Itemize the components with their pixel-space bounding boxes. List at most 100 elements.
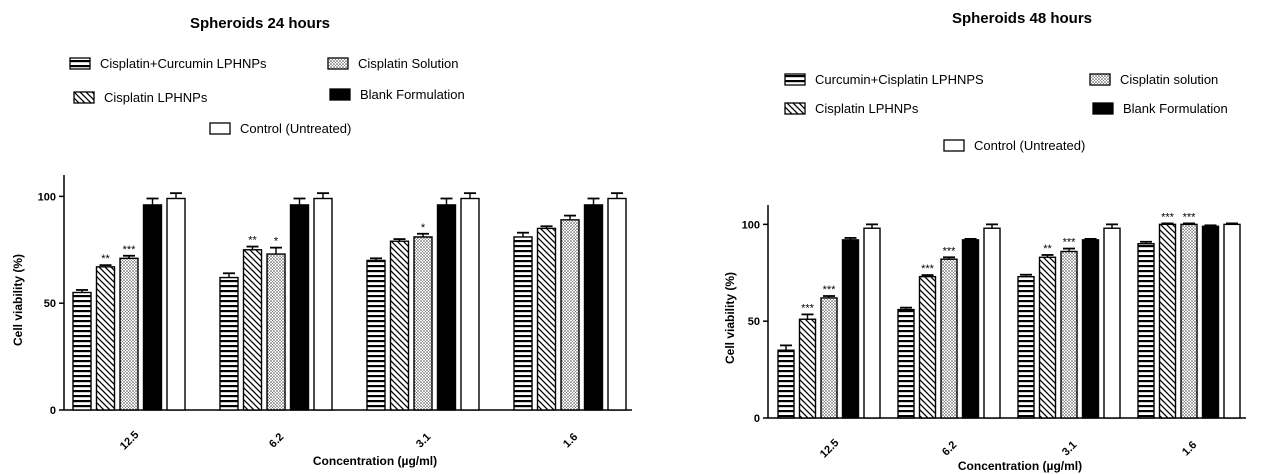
bar	[95, 266, 116, 411]
significance-label: **	[248, 235, 257, 247]
x-tick-label: 1.6	[1180, 439, 1199, 458]
legend-item: Control (Untreated)	[943, 138, 1085, 153]
bar	[219, 276, 239, 411]
bar	[366, 259, 386, 411]
legend-item: Control (Untreated)	[209, 121, 351, 136]
legend-item: Cisplatin solution	[1089, 72, 1218, 87]
bar	[513, 236, 533, 411]
chart-48h: Spheroids 48 hours Curcumin+Cisplatin LP…	[723, 10, 1246, 473]
bar	[1081, 239, 1100, 419]
bar	[777, 349, 795, 419]
legend-item: Blank Formulation	[329, 87, 465, 102]
bar	[961, 239, 980, 419]
legend-swatch	[209, 122, 231, 135]
legend-swatch	[73, 91, 95, 104]
legend-label: Control (Untreated)	[240, 121, 351, 136]
bar	[1060, 250, 1078, 419]
legend-label: Cisplatin LPHNPs	[815, 101, 919, 116]
legend-swatch	[784, 102, 806, 115]
significance-label: ***	[823, 284, 837, 296]
bar	[413, 236, 433, 411]
bar	[940, 258, 958, 419]
bar	[536, 227, 557, 411]
legend-label: Blank Formulation	[1123, 101, 1228, 116]
bar	[1223, 223, 1241, 419]
significance-label: *	[274, 236, 279, 248]
bar	[1137, 243, 1155, 419]
bar	[863, 227, 881, 419]
bar	[607, 197, 627, 411]
legend-item: Cisplatin LPHNPs	[784, 101, 919, 116]
legend-item: Cisplatin Solution	[327, 56, 458, 71]
y-tick-label: 50	[748, 316, 760, 328]
legend: Cisplatin+Curcumin LPHNPs Cisplatin Solu…	[69, 56, 465, 136]
bar	[798, 318, 817, 419]
bar	[289, 204, 310, 411]
bar	[983, 227, 1001, 419]
significance-label: ***	[801, 302, 815, 314]
x-tick-label: 6.2	[267, 431, 286, 450]
legend-label: Blank Formulation	[360, 87, 465, 102]
bar	[1017, 275, 1035, 419]
y-tick-label: 0	[754, 413, 760, 425]
significance-label: ***	[943, 245, 957, 257]
legend-label: Cisplatin+Curcumin LPHNPs	[100, 56, 267, 71]
bar	[460, 197, 480, 411]
y-tick-label: 100	[38, 191, 56, 203]
legend-swatch	[784, 73, 806, 86]
bar	[841, 239, 860, 419]
x-tick-label: 3.1	[414, 431, 433, 450]
legend-item: Cisplatin+Curcumin LPHNPs	[69, 56, 267, 71]
significance-label: ***	[1063, 237, 1077, 249]
legend-item: Blank Formulation	[1092, 101, 1228, 116]
bar	[142, 204, 163, 411]
y-axis-label: Cell viability (%)	[11, 254, 25, 346]
bar	[72, 291, 92, 411]
x-tick-label: 6.2	[940, 439, 959, 458]
legend-swatch	[69, 57, 91, 70]
bar	[1201, 225, 1220, 419]
legend-item: Cisplatin LPHNPs	[73, 90, 208, 105]
legend-swatch	[1089, 73, 1111, 86]
chart-title: Spheroids 48 hours	[952, 10, 1092, 27]
chart-24h: Spheroids 24 hours Cisplatin+Curcumin LP…	[11, 15, 632, 468]
legend-label: Control (Untreated)	[974, 138, 1085, 153]
y-tick-label: 100	[742, 219, 760, 231]
legend: Curcumin+Cisplatin LPHNPS Cisplatin solu…	[784, 72, 1228, 153]
chart-title: Spheroids 24 hours	[190, 15, 330, 32]
bar	[560, 219, 580, 411]
significance-label: **	[101, 253, 110, 265]
y-tick-label: 0	[50, 405, 56, 417]
significance-label: **	[1043, 243, 1052, 255]
legend-label: Curcumin+Cisplatin LPHNPS	[815, 72, 984, 87]
y-tick-label: 50	[44, 298, 56, 310]
legend-swatch	[943, 139, 965, 152]
significance-label: ***	[123, 244, 137, 256]
bar	[1158, 223, 1177, 419]
bar	[1038, 256, 1057, 419]
bar	[389, 240, 410, 411]
x-axis-label: Concentration (µg/ml)	[958, 459, 1082, 473]
bar	[119, 257, 139, 411]
legend-swatch	[1092, 102, 1114, 115]
significance-label: ***	[1161, 211, 1175, 223]
x-tick-label: 12.5	[818, 437, 842, 461]
bar	[436, 204, 457, 411]
legend-label: Cisplatin solution	[1120, 72, 1218, 87]
legend-label: Cisplatin LPHNPs	[104, 90, 208, 105]
legend-label: Cisplatin Solution	[358, 56, 458, 71]
bar	[266, 253, 286, 411]
bar	[583, 204, 604, 411]
x-tick-label: 12.5	[118, 429, 142, 453]
significance-label: ***	[1183, 211, 1197, 223]
y-axis-label: Cell viability (%)	[723, 272, 737, 364]
x-tick-label: 1.6	[561, 431, 580, 450]
bar	[1180, 223, 1198, 419]
significance-label: *	[421, 222, 426, 234]
legend-item: Curcumin+Cisplatin LPHNPS	[784, 72, 984, 87]
bar	[1103, 227, 1121, 419]
bar	[918, 275, 937, 419]
